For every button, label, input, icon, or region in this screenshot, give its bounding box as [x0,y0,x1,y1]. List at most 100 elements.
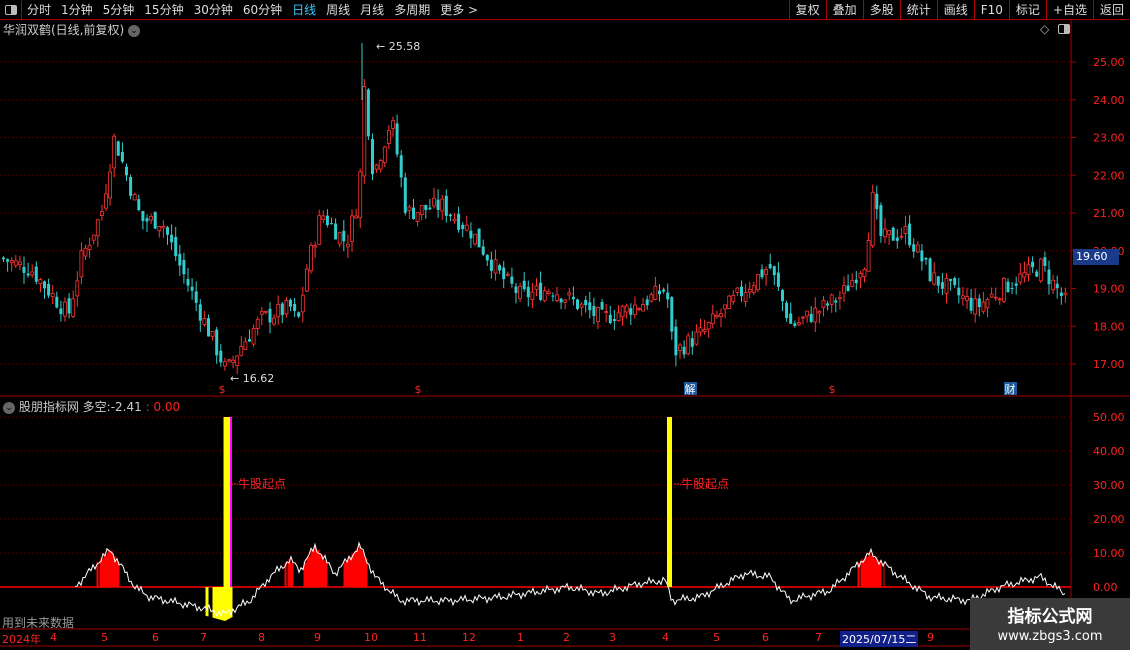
signal-label: 牛股起点 [238,476,286,491]
period-tab[interactable]: 60分钟 [242,2,283,17]
candle-body [1031,261,1035,268]
candle-body [612,319,616,322]
watermark: 指标公式网 www.zbgs3.com [970,598,1130,650]
toolbar-button[interactable]: 标记 [1008,0,1046,20]
time-label: 12 [462,631,476,644]
candle-body [104,193,108,209]
period-tab[interactable]: 15分钟 [144,2,184,17]
candle-body [957,287,961,296]
candle-body [255,318,260,329]
time-label: 11 [413,631,427,644]
candle-body [682,346,686,355]
toolbar-button[interactable]: 画线 [936,0,974,20]
candle-body [829,294,834,305]
candle-body [965,296,969,301]
candle-body [464,224,469,231]
indicator-tick-label: 40.00 [1093,445,1125,458]
candle-body [498,265,502,271]
candle-body [567,292,572,296]
candle-body [915,244,920,253]
candle-body [1002,277,1006,302]
candle-body [539,282,543,300]
indicator-tick-label: 30.00 [1093,479,1125,492]
candle-body [576,299,579,309]
toolbar-button[interactable]: 叠加 [825,0,863,20]
candle-body [620,305,625,318]
candle-body [386,129,391,144]
candle-body [670,297,674,332]
time-label: 10 [364,631,378,644]
candle-body [756,274,760,291]
time-label: 6 [152,631,159,644]
candle-body [186,279,190,286]
candle-body [378,160,383,170]
candle-body [132,194,137,201]
candle-body [415,212,420,222]
period-tab[interactable]: 5分钟 [102,2,135,17]
candle-body [1043,257,1047,266]
candle-body [875,193,879,210]
toolbar-button[interactable]: 返回 [1092,0,1130,20]
period-tab[interactable]: 30分钟 [193,2,233,17]
candle-body [879,205,883,237]
indicator-tick-label: 0.00 [1093,581,1118,594]
time-label: 6 [762,631,769,644]
candle-body [740,286,743,297]
candle-body [674,326,678,356]
candle-body [334,223,338,240]
period-tab[interactable]: 分时 [27,2,52,17]
candle-body [1026,264,1031,276]
candle-body [505,273,510,276]
toolbar-button[interactable]: F10 [973,0,1009,20]
toolbar-button[interactable]: 多股 [862,0,900,20]
price-tick-label: 21.00 [1093,207,1125,220]
candle-body [9,260,14,264]
candle-body [337,232,342,245]
price-tick-label: 17.00 [1093,358,1125,371]
candle-body [239,345,244,356]
layout-toggle-button[interactable] [0,0,22,20]
candle-body [374,164,379,170]
candle-body [719,313,723,317]
toolbar-button[interactable]: 统计 [899,0,937,20]
indicator-line [74,541,1066,617]
chevron-down-icon[interactable]: ⌄ [128,24,141,37]
candle-body [993,296,998,299]
chevron-down-icon[interactable]: ⌄ [3,401,15,414]
candle-body [231,359,236,363]
period-tab[interactable]: 日线 [292,2,317,17]
period-tab[interactable]: 多周期 [394,2,431,17]
candle-body [182,259,186,275]
candle-body [985,299,990,309]
indicator-tick-label: 10.00 [1093,547,1125,560]
price-tick-label: 24.00 [1093,94,1125,107]
low-label: ← 16.62 [230,372,274,385]
candle-body [530,291,535,300]
candle-body [13,260,18,266]
candle-body [1063,292,1068,296]
toolbar-button[interactable]: 复权 [788,0,826,20]
candle-body [608,314,612,323]
candle-body [854,279,858,284]
period-tab[interactable]: 更多 > [440,2,479,17]
toolbar-button[interactable]: +自选 [1045,0,1093,20]
panel-icon[interactable] [1058,24,1070,34]
candle-body [452,218,457,222]
candle-body [522,280,526,290]
indicator-title: ⌄ 股朋指标网 多空:-2.41 : 0.00 [3,398,180,415]
candle-body [731,294,736,302]
period-tab[interactable]: 月线 [360,2,385,17]
candle-body [276,304,281,318]
period-tab[interactable]: 1分钟 [61,2,93,17]
period-tab[interactable]: 周线 [326,2,351,17]
diamond-icon[interactable]: ◇ [1040,22,1050,36]
candle-body [59,308,63,315]
candle-body [571,296,575,300]
candle-body [776,272,780,287]
candle-body [686,335,691,355]
candle-body [202,318,207,325]
candle-body [395,123,399,155]
indicator-value: -2.41 [110,400,142,414]
candle-body [194,291,198,303]
